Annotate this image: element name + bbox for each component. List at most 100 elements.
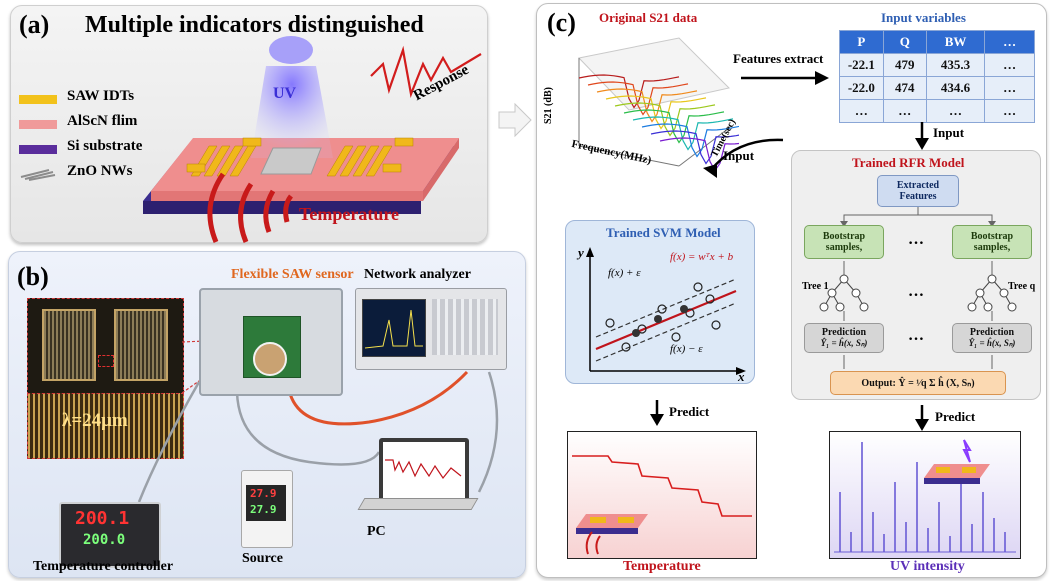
predict-left-label: Predict [669, 404, 710, 419]
panel-c-label: (c) [547, 8, 576, 37]
panel-b: (b) λ=24μm Flexible SAW sensor Network a… [8, 251, 526, 578]
legend-swatch-idts [19, 95, 57, 104]
panel-a: (a) Multiple indicators distinguished SA… [10, 5, 488, 243]
legend-label: ZnO NWs [67, 163, 133, 179]
uv-label: UV [273, 85, 297, 102]
zno-nw-icon [20, 169, 56, 181]
table-row: -22.1 479 435.3 … [839, 53, 1035, 77]
table-header-cell: … [984, 30, 1035, 54]
sensor-chip [253, 342, 287, 376]
table-row: -22.0 474 434.6 … [839, 76, 1035, 100]
rfr-tree-diagram [819, 207, 1017, 369]
table-cell: … [882, 99, 927, 123]
analyzer-screen [362, 299, 426, 357]
rfr-model-box: Trained RFR Model Extracted Features [791, 150, 1041, 400]
bootstrap-box-1: Bootstrap samples, [804, 225, 884, 259]
table-cell: … [984, 76, 1035, 100]
table-cell: … [839, 99, 884, 123]
waterfall-line [578, 74, 680, 109]
saw-device-illustration [143, 36, 482, 243]
network-analyzer [355, 288, 507, 370]
svm-main-function: f(x) = wᵀx + b [670, 251, 734, 263]
table-header-cell: P [839, 30, 884, 54]
heat-arrows [207, 172, 294, 243]
svm-points [605, 282, 721, 352]
source-display: 27.9 27.9 [246, 485, 286, 521]
input-curved-arrow-icon [703, 138, 784, 178]
laptop-screen [379, 438, 469, 502]
panel-b-label: (b) [17, 262, 49, 291]
ellipsis-bootstrap: … [908, 231, 924, 248]
svm-upper-margin: f(x) + ε [608, 267, 641, 279]
idt-pad-left [42, 309, 96, 381]
waterfall-line [650, 130, 739, 165]
panel-transition-arrow-icon [498, 102, 532, 138]
rfr-title: Trained RFR Model [852, 155, 965, 170]
uv-result-label: UV intensity [890, 559, 965, 574]
waterfall-line [641, 123, 739, 158]
bootstrap-label: Bootstrap samples, [970, 231, 1014, 253]
svm-lower-margin: f(x) − ε [670, 343, 703, 355]
panel-a-label: (a) [19, 10, 50, 39]
analyzer-keypad [432, 299, 498, 355]
extracted-features-box: Extracted Features [877, 175, 959, 207]
mini-saw-device [576, 514, 648, 534]
zoom-box [98, 355, 114, 367]
prediction-label: Prediction [969, 327, 1015, 338]
legend-label: SAW IDTs [67, 88, 135, 104]
table-cell: 435.3 [925, 53, 986, 77]
bootstrap-box-q: Bootstrap samples, [952, 225, 1032, 259]
input-variables-table: P Q BW … -22.1 479 435.3 … -22.0 474 434… [839, 30, 1035, 123]
temperature-controller-label: Temperature controller [33, 559, 174, 574]
table-header-cell: BW [925, 30, 986, 54]
prediction-box-q: Prediction Ŷ₁ = ĥ(x, Sₙ) [952, 323, 1032, 353]
wavelength-label: λ=24μm [62, 410, 128, 431]
svm-y-axis-label: y [578, 245, 584, 260]
sensor-enclosure [199, 288, 343, 396]
table-cell: -22.0 [839, 76, 884, 100]
response-signal-icon [370, 45, 482, 98]
predict-left-arrow-icon [650, 400, 664, 426]
prediction-formula: Ŷ₁ = ĥ(x, Sₙ) [820, 338, 868, 348]
bootstrap-label: Bootstrap samples, [822, 231, 866, 253]
legend-label: AlScN flim [67, 113, 138, 129]
mini-uv-device [924, 439, 990, 484]
source-reading-bottom: 27.9 [250, 503, 277, 516]
saw-zoom-photo: λ=24μm [27, 393, 184, 459]
prediction-box-1: Prediction Ŷ₁ = ĥ(x, Sₙ) [804, 323, 884, 353]
table-cell: … [925, 99, 986, 123]
temperature-label: Temperature [299, 204, 399, 224]
input-label-left: Input [723, 148, 755, 163]
svm-title: Trained SVM Model [606, 225, 721, 240]
controller-reading-bottom: 200.0 [83, 532, 126, 548]
table-cell: 434.6 [925, 76, 986, 100]
svm-x-axis-label: x [738, 369, 745, 384]
temperature-result-plot [567, 431, 757, 559]
features-extract-label: Features extract [733, 51, 824, 66]
tree-q-label: Tree q [1008, 281, 1036, 292]
tree-1-label: Tree 1 [802, 281, 829, 292]
idt-pad-right [114, 309, 168, 381]
waterfall-line [623, 109, 725, 144]
network-analyzer-title: Network analyzer [364, 267, 471, 282]
features-extract-arrow-icon [741, 71, 829, 85]
input-down-arrow-icon [915, 122, 929, 150]
s21-waterfall-plot [578, 37, 739, 172]
predict-right-arrow-icon [915, 405, 929, 431]
input-variables-title: Input variables [881, 10, 966, 25]
table-cell: -22.1 [839, 53, 884, 77]
tree-q-icon [967, 274, 1017, 312]
ellipsis-prediction: … [908, 327, 924, 344]
waterfall-line [605, 95, 707, 130]
svm-support-vectors [632, 305, 688, 337]
controller-reading-top: 200.1 [75, 508, 130, 529]
temperature-result-label: Temperature [623, 559, 701, 574]
sensor-title: Flexible SAW sensor [231, 267, 354, 282]
waterfall-line [596, 88, 698, 123]
prediction-label: Prediction [821, 327, 867, 338]
temperature-controller: 200.1 200.0 [59, 502, 161, 568]
pc-label: PC [367, 524, 386, 539]
power-source: 27.9 27.9 [241, 470, 293, 548]
waterfall-line [587, 81, 689, 116]
input-label-right: Input [933, 125, 965, 140]
